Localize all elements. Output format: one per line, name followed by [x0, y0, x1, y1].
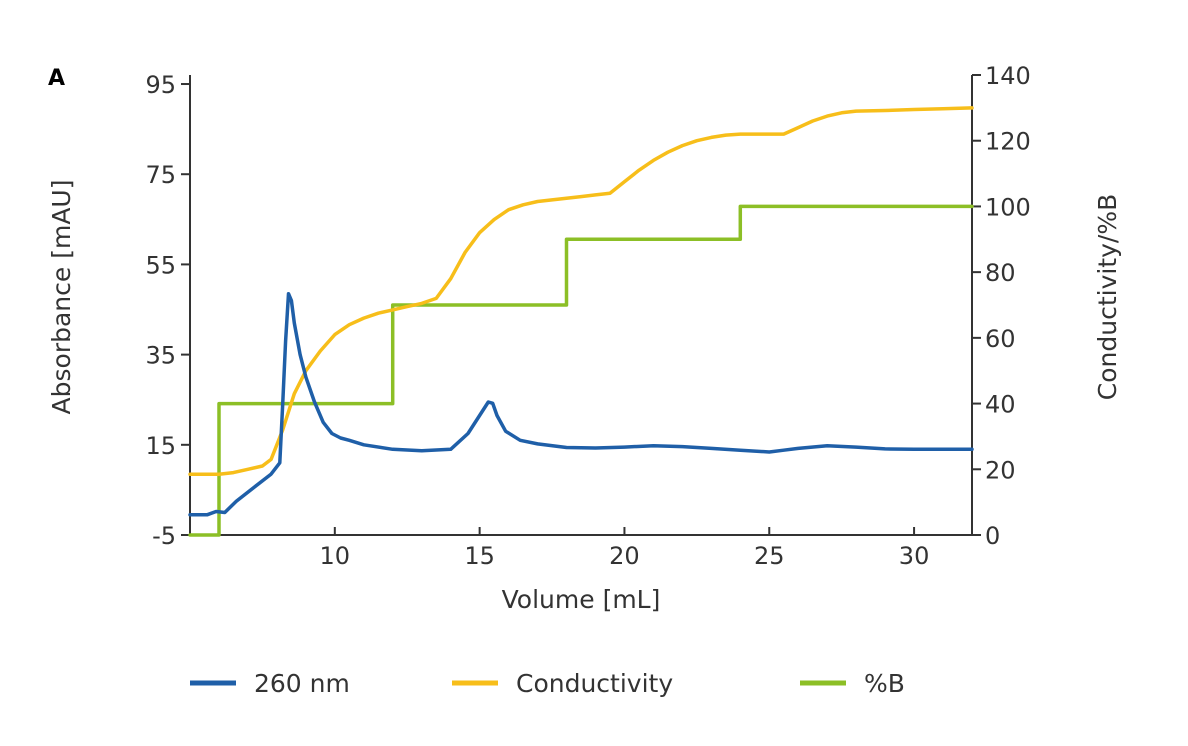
y2-tick-label: 20 — [985, 456, 1016, 484]
y2-axis-title: Conductivity/%B — [1093, 194, 1122, 400]
panel-label: A — [48, 66, 65, 91]
legend-label: Conductivity — [516, 669, 673, 698]
y2-tick-label: 140 — [985, 62, 1031, 90]
y2-tick-label: 0 — [985, 522, 1000, 550]
y2-tick-label: 60 — [985, 325, 1016, 353]
legend-label: %B — [864, 669, 905, 698]
x-axis-title: Volume [mL] — [502, 585, 661, 614]
x-tick-label: 30 — [899, 542, 930, 570]
y-tick-label: 75 — [145, 161, 176, 189]
x-tick-label: 25 — [754, 542, 785, 570]
series-line-b — [188, 204, 974, 537]
y2-tick-label: 80 — [985, 259, 1016, 287]
x-tick-label: 10 — [320, 542, 351, 570]
legend-label: 260 nm — [254, 669, 350, 698]
y-tick-label: 15 — [145, 432, 176, 460]
y-tick-label: 55 — [145, 251, 176, 279]
series-layer — [188, 106, 974, 537]
y2-tick-label: 40 — [985, 391, 1016, 419]
series-line-conductivity — [188, 106, 974, 476]
y2-tick-label: 120 — [985, 128, 1031, 156]
y-tick-label: 35 — [145, 342, 176, 370]
y-tick-label: -5 — [152, 522, 176, 550]
legend: 260 nm Conductivity %B — [190, 669, 905, 698]
y2-tick-label: 100 — [985, 193, 1031, 221]
y-axis-title: Absorbance [mAU] — [47, 180, 76, 415]
series-line-260-nm — [188, 291, 974, 517]
ticks: 10 15 20 25 30 -5 15 35 55 75 95 0 20 40 60 80 100 120 140 — [145, 62, 1030, 570]
x-tick-label: 20 — [609, 542, 640, 570]
x-tick-label: 15 — [464, 542, 495, 570]
y-tick-label: 95 — [145, 71, 176, 99]
axes — [189, 75, 973, 536]
